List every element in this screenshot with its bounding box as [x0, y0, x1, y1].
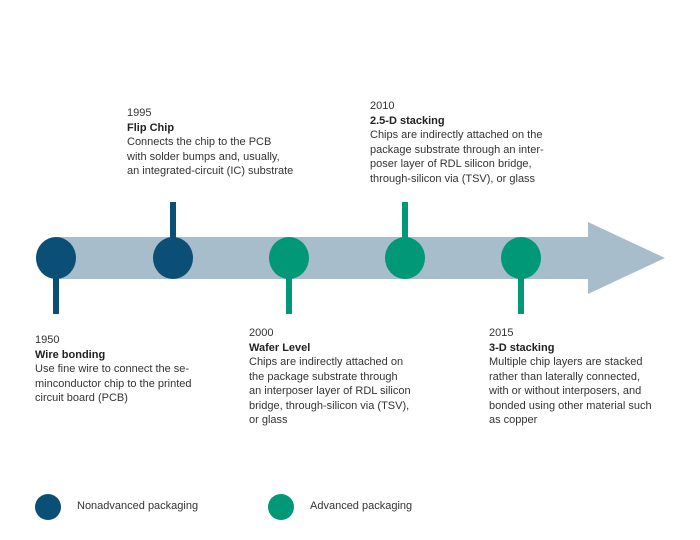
milestone-description-line: minconductor chip to the printed [35, 377, 192, 390]
milestone-description-line: rather than laterally connected, [489, 370, 641, 383]
milestone-title: Wire bonding [35, 348, 106, 361]
milestone-year: 1950 [35, 334, 60, 346]
timeline-arrowhead [588, 222, 665, 294]
milestone-stem [53, 270, 59, 314]
milestone-marker-2015 [501, 237, 541, 279]
milestone-description-line: through-silicon via (TSV), or glass [370, 172, 536, 185]
milestone-year: 2010 [370, 100, 395, 112]
milestone-1995: 1995 Flip Chip Connects the chip to the PC… [127, 106, 293, 179]
legend-label-nonadvanced: Nonadvanced packaging [77, 500, 199, 512]
milestone-stem [402, 202, 408, 242]
milestone-year: 2000 [249, 327, 274, 339]
milestone-description-line: the package substrate through [249, 370, 398, 383]
milestone-description-line: bonded using other material such [489, 399, 652, 412]
legend-swatch-nonadvanced [35, 494, 61, 520]
milestone-description-line: or glass [249, 414, 288, 426]
milestone-description-line: Connects the chip to the PCB [127, 136, 272, 148]
milestone-2010: 2010 2.5-D stacking Chips are indirectly a… [370, 99, 544, 186]
legend-label-advanced: Advanced packaging [310, 500, 413, 512]
milestone-1950: 1950 Wire bonding Use fine wire to connect… [35, 333, 192, 406]
milestone-title: Flip Chip [127, 121, 175, 134]
milestone-stem [518, 270, 524, 314]
milestone-description-line: Chips are indirectly attached on the [370, 129, 543, 141]
milestone-marker-1950 [36, 237, 76, 279]
milestone-description-line: circuit board (PCB) [35, 392, 128, 404]
milestone-2015: 2015 3-D stacking Multiple chip layers are… [489, 326, 652, 428]
milestone-description-line: an integrated-circuit (IC) substrate [127, 165, 294, 177]
legend-swatch-advanced [268, 494, 294, 520]
milestone-title: 3-D stacking [489, 341, 555, 354]
milestone-marker-1995 [153, 237, 193, 279]
milestone-stem [286, 270, 292, 314]
milestone-stem [170, 202, 176, 242]
milestone-description-line: package substrate through an inter- [370, 143, 544, 156]
milestone-marker-2010 [385, 237, 425, 279]
milestone-year: 1995 [127, 107, 152, 119]
milestone-description-line: poser layer of RDL silicon bridge, [370, 158, 532, 170]
milestone-year: 2015 [489, 327, 514, 339]
milestone-description-line: Chips are indirectly attached on [249, 356, 404, 368]
milestone-title: 2.5-D stacking [370, 114, 445, 127]
milestone-description-line: as copper [489, 414, 538, 426]
milestone-description-line: bridge, through-silicon via (TSV), [249, 399, 410, 412]
milestone-description-line: with or without interposers, and [489, 385, 642, 397]
milestone-2000: 2000 Wafer Level Chips are indirectly atta… [249, 326, 411, 428]
milestone-marker-2000 [269, 237, 309, 279]
milestone-description-line: Multiple chip layers are stacked [489, 356, 643, 368]
milestone-description-line: with solder bumps and, usually, [127, 150, 280, 163]
milestone-description-line: Use fine wire to connect the se- [35, 363, 190, 375]
milestone-description-line: an interposer layer of RDL silicon [249, 385, 411, 397]
milestone-title: Wafer Level [249, 341, 311, 354]
